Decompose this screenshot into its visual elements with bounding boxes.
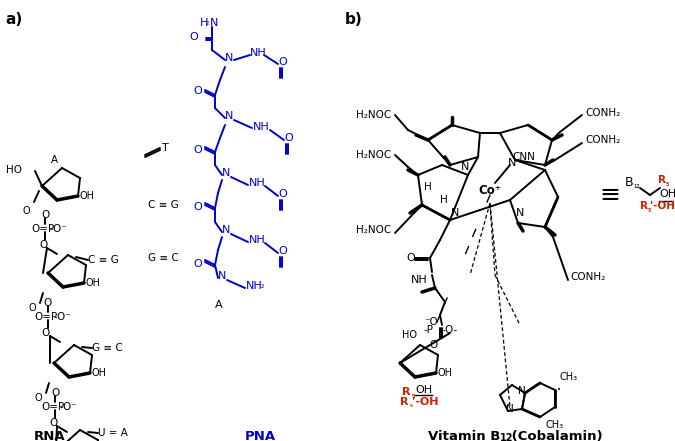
- Text: OH: OH: [438, 368, 453, 378]
- Text: R: R: [640, 201, 648, 211]
- Text: NH: NH: [253, 122, 270, 132]
- Text: N: N: [508, 158, 516, 168]
- Text: ₂: ₂: [261, 281, 264, 291]
- Text: -O⁻: -O⁻: [53, 312, 71, 322]
- Text: CONH₂: CONH₂: [585, 135, 620, 145]
- Text: PNA: PNA: [244, 430, 275, 441]
- Text: O: O: [278, 57, 287, 67]
- Text: NH: NH: [411, 275, 428, 285]
- Text: ₂: ₂: [206, 18, 209, 27]
- Text: O: O: [51, 388, 59, 398]
- Text: -P: -P: [424, 325, 434, 335]
- Text: O: O: [189, 32, 198, 42]
- Text: O: O: [193, 86, 202, 96]
- Text: B: B: [625, 176, 634, 190]
- Text: O: O: [34, 393, 42, 403]
- Text: N: N: [222, 225, 230, 235]
- Text: O=P: O=P: [41, 402, 64, 412]
- Text: '-OH: '-OH: [412, 397, 439, 407]
- Text: T: T: [162, 143, 169, 153]
- Text: NH: NH: [250, 48, 267, 58]
- Text: CONH₂: CONH₂: [570, 272, 605, 282]
- Text: O: O: [193, 202, 202, 212]
- Text: N: N: [451, 208, 459, 218]
- Text: OH: OH: [92, 368, 107, 378]
- Text: G ≡ C: G ≡ C: [148, 253, 179, 263]
- Text: H: H: [440, 195, 448, 205]
- Text: CONH₂: CONH₂: [585, 108, 620, 118]
- Text: H: H: [200, 18, 209, 28]
- Text: -O⁻: -O⁻: [50, 224, 68, 234]
- Text: O: O: [430, 340, 438, 350]
- Text: OH: OH: [415, 385, 432, 395]
- Text: H: H: [425, 182, 432, 192]
- Text: G ≡ C: G ≡ C: [92, 343, 123, 353]
- Text: N: N: [516, 208, 524, 218]
- Text: O: O: [28, 303, 36, 313]
- Text: O: O: [41, 210, 49, 220]
- Text: N: N: [218, 271, 226, 281]
- Text: O: O: [39, 240, 47, 250]
- Text: a): a): [5, 12, 22, 27]
- Text: O: O: [284, 133, 293, 143]
- Text: U = A: U = A: [98, 428, 128, 438]
- Text: (Cobalamin): (Cobalamin): [507, 430, 603, 441]
- Text: N: N: [222, 168, 230, 178]
- Text: OH: OH: [80, 191, 95, 201]
- Text: O: O: [42, 328, 50, 338]
- Text: O: O: [278, 246, 287, 256]
- Text: O: O: [49, 418, 57, 428]
- Text: O=P: O=P: [31, 224, 54, 234]
- Text: ₁₂: ₁₂: [633, 182, 640, 191]
- Text: H₂NOC: H₂NOC: [356, 150, 392, 160]
- Text: R: R: [400, 397, 408, 407]
- Text: NH: NH: [249, 178, 266, 188]
- Text: •: •: [557, 387, 561, 393]
- Text: NH: NH: [246, 281, 263, 291]
- Text: O: O: [193, 259, 202, 269]
- Text: '-OH: '-OH: [650, 201, 675, 211]
- Text: O: O: [278, 189, 287, 199]
- Text: A: A: [215, 300, 223, 310]
- Text: N: N: [518, 386, 526, 396]
- Text: O: O: [193, 145, 202, 155]
- Text: CNN: CNN: [512, 152, 535, 162]
- Text: b): b): [345, 12, 362, 27]
- Text: -O⁻: -O⁻: [60, 402, 78, 412]
- Text: -O-: -O-: [442, 325, 458, 335]
- Text: Vitamin B: Vitamin B: [428, 430, 500, 441]
- Text: NH: NH: [249, 235, 266, 245]
- Text: O=P: O=P: [34, 312, 57, 322]
- Text: CH₃: CH₃: [560, 372, 578, 382]
- Text: O: O: [22, 206, 30, 216]
- Text: O: O: [44, 298, 52, 308]
- Text: N: N: [225, 53, 234, 63]
- Text: N: N: [506, 404, 514, 414]
- Text: HO: HO: [402, 330, 417, 340]
- Text: 12: 12: [500, 433, 514, 441]
- Text: Co⁺: Co⁺: [479, 183, 502, 197]
- Text: ₅: ₅: [666, 179, 670, 187]
- Text: ₅: ₅: [648, 205, 651, 213]
- Text: CH₃: CH₃: [545, 420, 563, 430]
- Text: R: R: [658, 175, 666, 185]
- Text: ₅: ₅: [410, 402, 413, 408]
- Text: OH: OH: [659, 189, 675, 199]
- Text: N: N: [225, 111, 234, 121]
- Text: H₂NOC: H₂NOC: [356, 225, 392, 235]
- Text: OH: OH: [86, 278, 101, 288]
- Text: HO: HO: [6, 165, 22, 175]
- Text: H₂NOC: H₂NOC: [356, 110, 392, 120]
- Text: R: R: [402, 387, 410, 397]
- Text: RNA: RNA: [34, 430, 65, 441]
- Text: A: A: [51, 155, 58, 165]
- Text: ₅: ₅: [412, 391, 416, 400]
- Text: ⁻O: ⁻O: [425, 317, 438, 327]
- Text: N: N: [210, 18, 219, 28]
- Text: O: O: [406, 253, 415, 263]
- Text: C ≡ G: C ≡ G: [88, 255, 119, 265]
- Text: ≡: ≡: [599, 183, 620, 207]
- Text: N: N: [461, 162, 469, 172]
- Text: C ≡ G: C ≡ G: [148, 200, 179, 210]
